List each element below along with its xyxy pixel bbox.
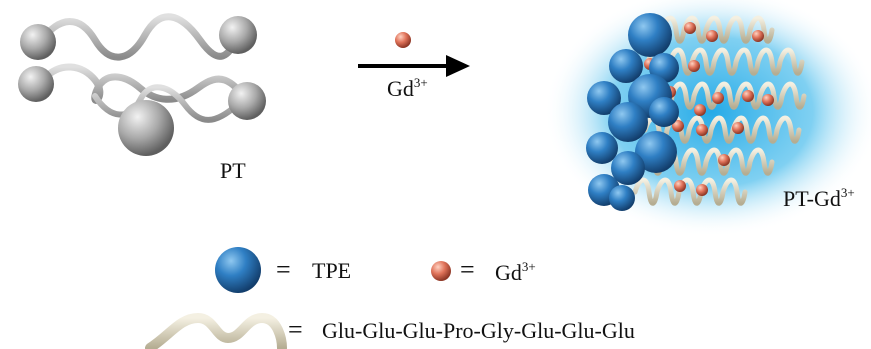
pt-label: PT [220, 158, 246, 183]
aggregate-tpe-sphere [609, 185, 635, 211]
legend-peptide-label: Glu-Glu-Glu-Pro-Gly-Glu-Glu-Glu [322, 318, 635, 343]
legend-gd-sup: 3+ [521, 259, 536, 274]
aggregate-gd-ion [706, 30, 718, 42]
aggregate-tpe-sphere [649, 97, 679, 127]
aggregate-tpe-sphere [587, 81, 621, 115]
aggregate-gd-ion [696, 124, 708, 136]
legend [145, 247, 451, 349]
legend-tpe-sphere-icon [215, 247, 261, 293]
gd-ion-icon [395, 32, 411, 48]
aggregate-gd-ion [752, 30, 764, 42]
aggregate-ribbon [632, 177, 748, 206]
aggregate-gd-ion [762, 94, 774, 106]
pt-gd-label-base: PT-Gd [783, 186, 841, 211]
arrow-label-base: Gd [387, 76, 414, 101]
legend-equals: = [460, 255, 475, 284]
aggregate-gd-ion [694, 104, 706, 116]
pt-gd-aggregate [544, 0, 871, 237]
aggregate-ribbon [647, 81, 807, 110]
aggregate-tpe-sphere [608, 102, 648, 142]
pt-sphere [228, 82, 266, 120]
pt-sphere [219, 16, 257, 54]
legend-gd-base: Gd [495, 260, 522, 285]
pt-helix-mid [41, 63, 252, 104]
pt-gd-label-sup: 3+ [840, 185, 855, 200]
aggregate-tpe-sphere [609, 49, 643, 83]
pt-sphere [20, 24, 56, 60]
aggregate-gd-ion [674, 180, 686, 192]
aggregate-gd-ion [742, 90, 754, 102]
aggregate-gd-ion [684, 22, 696, 34]
legend-equals: = [288, 315, 303, 344]
aggregate-tpe-spheres [586, 13, 679, 211]
legend-peptide-ribbon-icon [145, 312, 287, 349]
aggregate-gd-ion [672, 120, 684, 132]
reaction-arrow [358, 32, 470, 77]
arrow-label-sup: 3+ [413, 75, 428, 90]
pt-molecule [18, 13, 266, 156]
aggregate-gd-ion [712, 92, 724, 104]
legend-gd-ion-icon [431, 261, 451, 281]
aggregate-gd-ion [718, 154, 730, 166]
pt-sphere [18, 66, 54, 102]
aggregate-tpe-sphere [586, 132, 618, 164]
pt-gd-label: PT-Gd3+ [783, 186, 855, 210]
legend-equals: = [276, 255, 291, 284]
aggregate-ribbon [645, 47, 805, 76]
arrow-label: Gd3+ [387, 76, 428, 100]
aggregate-gd-ion [696, 184, 708, 196]
pt-helix-low [92, 84, 241, 123]
aggregate-gd-ion [688, 60, 700, 72]
legend-gd-label: Gd3+ [495, 260, 536, 284]
aggregate-gd-ion [732, 122, 744, 134]
pt-helix-top [36, 13, 242, 61]
pt-sphere [118, 100, 174, 156]
aggregate-tpe-sphere [628, 13, 672, 57]
aggregate-tpe-sphere [611, 151, 645, 185]
aggregate-tpe-sphere [635, 131, 677, 173]
legend-tpe-label: TPE [312, 258, 352, 283]
